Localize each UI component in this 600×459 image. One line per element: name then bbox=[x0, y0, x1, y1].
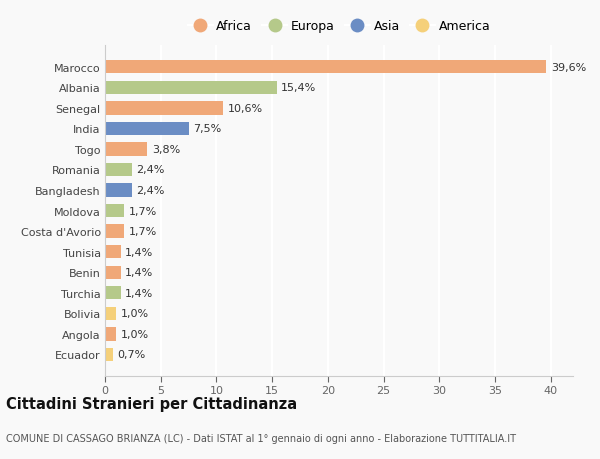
Bar bbox=[105, 286, 121, 300]
Text: 1,4%: 1,4% bbox=[125, 247, 154, 257]
Text: 0,7%: 0,7% bbox=[117, 350, 146, 360]
Text: 2,4%: 2,4% bbox=[136, 165, 164, 175]
Bar bbox=[105, 61, 546, 74]
Text: 1,7%: 1,7% bbox=[128, 227, 157, 237]
Bar bbox=[105, 81, 277, 95]
Text: 1,4%: 1,4% bbox=[125, 288, 154, 298]
Bar bbox=[105, 348, 113, 361]
Text: 7,5%: 7,5% bbox=[193, 124, 221, 134]
Bar bbox=[105, 163, 132, 177]
Bar bbox=[105, 307, 116, 320]
Text: 1,4%: 1,4% bbox=[125, 268, 154, 278]
Text: 10,6%: 10,6% bbox=[227, 104, 263, 113]
Bar bbox=[105, 246, 121, 259]
Text: 3,8%: 3,8% bbox=[152, 145, 180, 155]
Bar bbox=[105, 143, 148, 156]
Bar bbox=[105, 184, 132, 197]
Bar bbox=[105, 123, 188, 136]
Legend: Africa, Europa, Asia, America: Africa, Europa, Asia, America bbox=[188, 20, 490, 33]
Bar bbox=[105, 102, 223, 115]
Text: COMUNE DI CASSAGO BRIANZA (LC) - Dati ISTAT al 1° gennaio di ogni anno - Elabora: COMUNE DI CASSAGO BRIANZA (LC) - Dati IS… bbox=[6, 433, 516, 443]
Bar bbox=[105, 204, 124, 218]
Text: Cittadini Stranieri per Cittadinanza: Cittadini Stranieri per Cittadinanza bbox=[6, 396, 297, 411]
Bar bbox=[105, 328, 116, 341]
Bar bbox=[105, 225, 124, 238]
Text: 1,0%: 1,0% bbox=[121, 329, 149, 339]
Text: 2,4%: 2,4% bbox=[136, 185, 164, 196]
Text: 15,4%: 15,4% bbox=[281, 83, 316, 93]
Text: 1,7%: 1,7% bbox=[128, 206, 157, 216]
Bar bbox=[105, 266, 121, 280]
Text: 1,0%: 1,0% bbox=[121, 309, 149, 319]
Text: 39,6%: 39,6% bbox=[551, 62, 586, 73]
